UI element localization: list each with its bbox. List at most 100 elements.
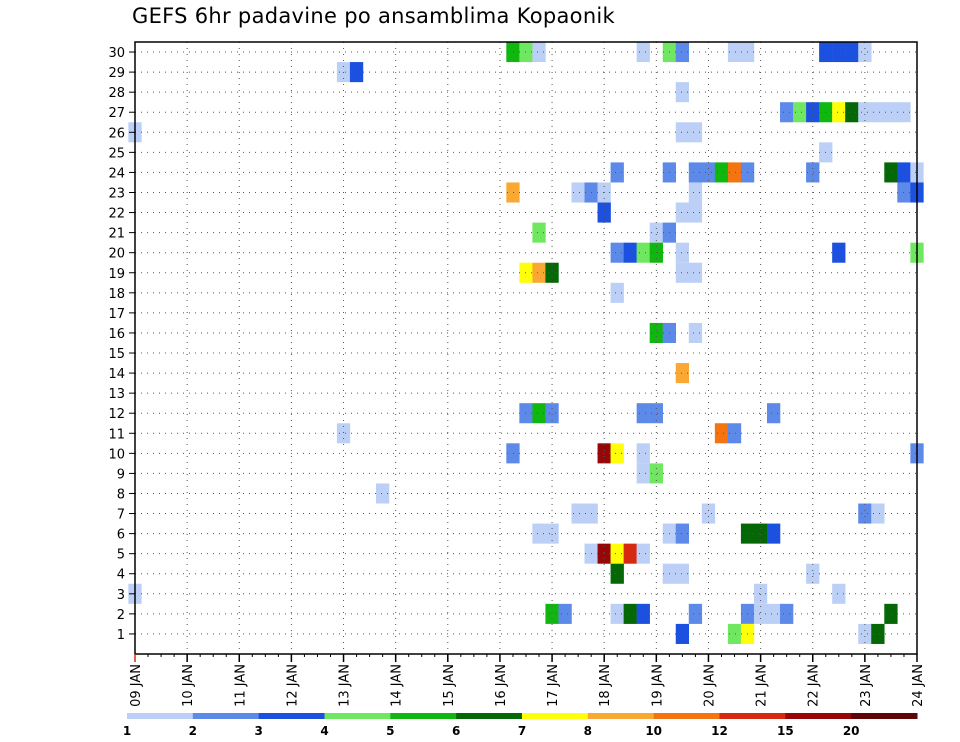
colorbar-segment	[785, 713, 852, 719]
colorbar-segment	[719, 713, 786, 719]
heatmap-cell	[753, 523, 768, 544]
heatmap-cell	[701, 162, 716, 183]
heatmap-cell	[688, 262, 703, 283]
heatmap-cell	[636, 603, 650, 624]
heatmap-cell	[780, 603, 794, 624]
colorbar-label: 7	[518, 724, 526, 738]
y-tick-label: 2	[117, 608, 125, 623]
y-tick-label: 3	[117, 588, 125, 603]
heatmap-cell	[610, 603, 624, 624]
colorbar-label: 10	[645, 724, 662, 738]
plot-frame	[134, 41, 918, 655]
heatmap-cell	[675, 262, 690, 283]
y-tick-label: 17	[108, 307, 125, 322]
colorbar-label: 15	[777, 724, 794, 738]
heatmap-cell	[884, 603, 898, 624]
y-tick-label: 8	[117, 487, 125, 502]
heatmap-cell	[714, 162, 729, 183]
heatmap-cell	[597, 443, 611, 464]
heatmap-cell	[506, 42, 520, 63]
y-tick-label: 19	[108, 267, 125, 282]
heatmap-cell	[623, 242, 637, 263]
heatmap-cell	[845, 42, 859, 63]
y-tick-label: 18	[108, 287, 125, 302]
heatmap-cell	[571, 503, 585, 524]
y-tick-label: 25	[108, 146, 125, 161]
y-tick-label: 12	[108, 407, 125, 422]
heatmap-cell	[688, 162, 703, 183]
y-tick-label: 24	[108, 166, 125, 181]
heatmap-cell	[675, 202, 690, 223]
heatmap-cell	[871, 623, 885, 644]
y-tick-label: 1	[117, 628, 125, 643]
heatmap-cell	[832, 583, 846, 604]
heatmap-cell	[336, 423, 351, 444]
heatmap-cell	[675, 42, 690, 63]
heatmap-cell	[558, 603, 572, 624]
heatmap-cell	[649, 463, 663, 484]
heatmap-cell	[753, 603, 768, 624]
y-tick-label: 16	[108, 327, 125, 342]
heatmap-cell	[610, 242, 624, 263]
heatmap-cell	[636, 463, 650, 484]
heatmap-cell	[806, 563, 820, 584]
heatmap-cell	[871, 102, 885, 123]
heatmap-cell	[506, 443, 520, 464]
heatmap-cell	[688, 182, 703, 203]
x-tick-label: 22 JAN	[807, 664, 822, 707]
heatmap-cell	[636, 543, 650, 564]
y-tick-label: 29	[108, 66, 125, 81]
heatmap-cell	[714, 423, 729, 444]
heatmap-cell	[675, 82, 690, 103]
x-tick-label: 11 JAN	[233, 664, 248, 707]
heatmap-cell	[832, 42, 846, 63]
y-tick-label: 21	[108, 227, 125, 242]
heatmap-cell	[884, 102, 898, 123]
colorbar-segment	[653, 713, 720, 719]
x-tick-label: 20 JAN	[702, 664, 717, 707]
heatmap-cell	[675, 363, 690, 384]
heatmap-cell	[545, 603, 559, 624]
y-tick-label: 7	[117, 508, 125, 523]
heatmap-cell	[636, 443, 650, 464]
heatmap-cell	[727, 162, 742, 183]
heatmap-cell	[532, 403, 546, 424]
heatmap-cell	[571, 182, 585, 203]
x-tick-label: 23 JAN	[859, 664, 874, 707]
heatmap-cell	[675, 122, 690, 143]
x-tick-label: 14 JAN	[390, 664, 405, 707]
heatmap-cell	[636, 242, 650, 263]
y-tick-label: 22	[108, 207, 125, 222]
colorbar-segment	[456, 713, 523, 719]
heatmap-cell	[610, 282, 624, 303]
heatmap-cell	[636, 403, 650, 424]
colorbar-segment	[390, 713, 457, 719]
colorbar-label: 3	[254, 724, 262, 738]
heatmap-cell	[701, 503, 716, 524]
heatmap-cell	[675, 523, 690, 544]
y-tick-label: 4	[117, 568, 125, 583]
y-tick-label: 30	[108, 46, 125, 61]
heatmap-cell	[766, 603, 781, 624]
heatmap-cell	[884, 162, 898, 183]
heatmap-cell	[727, 623, 742, 644]
colorbar-label: 5	[386, 724, 394, 738]
heatmap-cell	[597, 543, 611, 564]
y-tick-label: 9	[117, 467, 125, 482]
colorbar-segment	[522, 713, 589, 719]
heatmap-cell	[858, 503, 872, 524]
heatmap-cell	[753, 583, 768, 604]
heatmap-cell	[623, 603, 637, 624]
colorbar-label: 20	[843, 724, 860, 738]
heatmap-cell	[675, 623, 690, 644]
heatmap-cell	[832, 102, 846, 123]
y-tick-label: 5	[117, 548, 125, 563]
y-tick-label: 20	[108, 247, 125, 262]
x-tick-label: 09 JAN	[129, 664, 144, 707]
heatmap-cell	[871, 503, 885, 524]
heatmap-cell	[845, 102, 859, 123]
colorbar-label: 2	[189, 724, 197, 738]
x-tick-label: 19 JAN	[650, 664, 665, 707]
